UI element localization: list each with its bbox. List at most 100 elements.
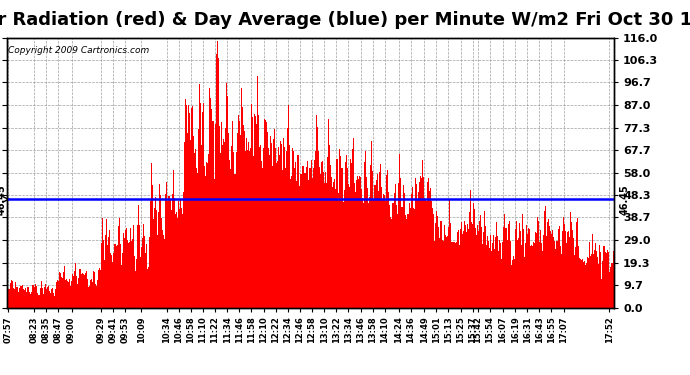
Bar	[233, 152, 234, 308]
Bar	[596, 251, 598, 308]
Bar	[52, 288, 53, 308]
Bar	[538, 220, 539, 308]
Bar	[66, 279, 67, 308]
Bar	[367, 188, 368, 308]
Bar	[136, 258, 137, 308]
Bar	[519, 223, 520, 308]
Bar	[602, 261, 604, 308]
Bar	[40, 288, 41, 308]
Bar	[97, 280, 99, 308]
Bar	[315, 115, 317, 308]
Bar	[87, 279, 88, 308]
Bar	[555, 249, 556, 308]
Bar	[432, 208, 433, 308]
Bar	[579, 258, 580, 307]
Bar	[55, 289, 56, 308]
Bar	[158, 212, 159, 308]
Bar	[53, 293, 54, 308]
Bar	[138, 205, 139, 308]
Bar	[247, 150, 248, 308]
Bar	[45, 284, 46, 308]
Bar	[144, 236, 145, 308]
Bar	[561, 254, 562, 308]
Bar	[176, 211, 177, 308]
Bar	[480, 215, 481, 308]
Bar	[182, 214, 184, 308]
Bar	[36, 286, 37, 308]
Bar	[342, 168, 343, 308]
Bar	[279, 154, 280, 308]
Bar	[539, 243, 540, 308]
Bar	[518, 238, 519, 308]
Bar	[289, 146, 290, 308]
Bar	[424, 200, 426, 308]
Bar	[23, 290, 25, 308]
Bar	[440, 220, 441, 308]
Bar	[374, 184, 375, 308]
Bar	[334, 179, 335, 308]
Bar	[400, 178, 402, 308]
Bar	[434, 241, 435, 308]
Bar	[28, 292, 30, 308]
Bar	[513, 258, 515, 308]
Bar	[153, 219, 154, 308]
Text: 46.45: 46.45	[619, 184, 629, 215]
Bar	[199, 84, 200, 308]
Bar	[277, 160, 278, 308]
Bar	[85, 273, 86, 308]
Bar	[271, 143, 272, 308]
Bar	[262, 168, 263, 308]
Bar	[73, 276, 74, 308]
Bar	[159, 184, 160, 308]
Bar	[74, 272, 75, 308]
Bar	[545, 206, 546, 308]
Bar	[464, 221, 465, 308]
Bar	[504, 214, 506, 308]
Bar	[246, 138, 247, 308]
Bar	[261, 160, 262, 308]
Bar	[441, 221, 442, 308]
Bar	[25, 288, 26, 308]
Bar	[272, 166, 273, 308]
Bar	[534, 243, 535, 308]
Bar	[8, 290, 10, 308]
Bar	[375, 184, 376, 308]
Bar	[254, 114, 255, 308]
Bar	[395, 184, 396, 308]
Bar	[494, 249, 495, 308]
Bar	[546, 236, 547, 308]
Bar	[47, 286, 48, 308]
Bar	[541, 243, 542, 308]
Bar	[163, 235, 164, 308]
Bar	[433, 214, 434, 308]
Bar	[470, 190, 471, 308]
Bar	[250, 148, 251, 308]
Bar	[202, 112, 204, 308]
Bar	[435, 224, 436, 308]
Bar	[437, 227, 439, 308]
Bar	[398, 183, 400, 308]
Bar	[498, 251, 500, 308]
Bar	[347, 168, 348, 308]
Bar	[485, 226, 486, 308]
Bar	[336, 159, 337, 308]
Bar	[282, 170, 283, 308]
Bar	[189, 113, 190, 308]
Bar	[99, 268, 100, 308]
Bar	[54, 296, 55, 307]
Bar	[415, 184, 417, 308]
Bar	[169, 195, 170, 308]
Bar	[204, 166, 206, 308]
Bar	[117, 226, 119, 308]
Bar	[528, 228, 529, 308]
Bar	[146, 244, 147, 308]
Bar	[139, 225, 140, 308]
Bar	[547, 222, 548, 308]
Bar	[288, 105, 289, 308]
Bar	[368, 203, 369, 308]
Bar	[12, 281, 14, 308]
Bar	[152, 185, 153, 308]
Bar	[70, 286, 71, 308]
Bar	[58, 281, 59, 308]
Bar	[125, 230, 126, 308]
